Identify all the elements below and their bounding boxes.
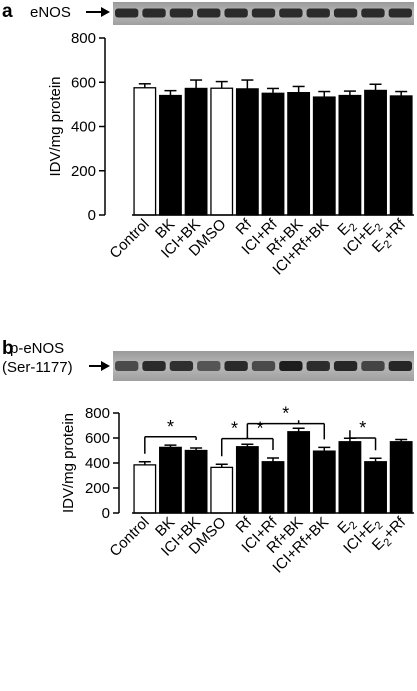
y-tick-label: 400 xyxy=(85,455,110,472)
x-tick-label: E2+Rf xyxy=(369,215,412,258)
blot-band xyxy=(115,8,139,18)
bar-ici-rf xyxy=(261,461,285,514)
bar-e2 xyxy=(338,94,362,216)
blot-band xyxy=(251,8,276,18)
blot-band xyxy=(251,361,276,371)
bar-bk xyxy=(159,94,182,216)
bar-e2 xyxy=(338,441,362,514)
blot-band xyxy=(279,8,303,18)
blot-arrow-a xyxy=(86,7,110,17)
blot-band xyxy=(142,8,166,18)
y-tick-label: 600 xyxy=(71,74,96,91)
y-axis-label-b: IDV/mg protein xyxy=(60,413,77,513)
blot-band xyxy=(197,361,221,371)
bar-ici-rf-bk xyxy=(312,96,336,216)
bar-rf-bk xyxy=(287,91,311,216)
x-tick-label: Control xyxy=(106,216,152,262)
bar-ici-rf xyxy=(261,92,285,216)
bar-ici-bk xyxy=(184,87,208,216)
panel-label-b: b xyxy=(2,338,14,359)
y-tick-label: 400 xyxy=(71,119,96,136)
blot-label-a: eNOS xyxy=(30,4,71,21)
western-blot-a xyxy=(113,2,414,25)
blot-band xyxy=(169,361,194,371)
significance-star: * xyxy=(257,419,264,439)
blot-label-b-line1: p-eNOS xyxy=(10,340,64,357)
significance-star: * xyxy=(359,418,366,438)
blot-band xyxy=(333,361,358,371)
y-tick-label: 800 xyxy=(71,30,96,47)
blot-band xyxy=(169,8,194,18)
bar-rf xyxy=(235,446,259,514)
y-axis-label-a: IDV/mg protein xyxy=(47,76,64,176)
bar-e2-rf xyxy=(389,441,413,514)
significance-star: * xyxy=(231,419,238,439)
bar-rf-bk xyxy=(287,431,311,514)
bar-dmso xyxy=(210,87,234,216)
x-tick-label: Control xyxy=(106,514,152,560)
y-tick-label: 200 xyxy=(85,480,110,497)
blot-band xyxy=(142,361,166,371)
blot-band xyxy=(224,8,248,18)
bar-ici-e2 xyxy=(364,89,387,216)
western-blot-b xyxy=(113,351,414,381)
bar-ici-e2 xyxy=(364,461,387,514)
blot-band xyxy=(361,361,385,371)
significance-star: * xyxy=(282,404,289,424)
blot-band xyxy=(115,361,139,371)
bar-dmso xyxy=(210,466,234,514)
blot-band xyxy=(333,8,358,18)
blot-arrow-b xyxy=(89,361,110,371)
blot-band xyxy=(197,8,221,18)
blot-label-b-line2: (Ser-1177) xyxy=(2,359,73,376)
bar-ici-rf-bk xyxy=(312,450,336,514)
y-tick-label: 200 xyxy=(71,163,96,180)
y-tick-label: 600 xyxy=(85,430,110,447)
bar-control xyxy=(133,87,157,216)
panel-label-a: a xyxy=(2,1,13,22)
blot-band xyxy=(306,8,330,18)
y-tick-label: 0 xyxy=(102,505,110,522)
significance-star: * xyxy=(167,417,174,437)
blot-band xyxy=(306,361,330,371)
blot-band xyxy=(388,8,412,18)
bar-ici-bk xyxy=(184,449,208,514)
bar-control xyxy=(133,464,157,514)
blot-band xyxy=(361,8,385,18)
blot-band xyxy=(388,361,412,371)
bar-rf xyxy=(235,88,259,216)
blot-band xyxy=(279,361,303,371)
x-tick-label: E2+Rf xyxy=(369,513,412,556)
y-tick-label: 800 xyxy=(85,405,110,422)
bar-bk xyxy=(159,446,182,514)
blot-band xyxy=(224,361,248,371)
y-tick-label: 0 xyxy=(88,207,96,224)
bar-e2-rf xyxy=(389,95,413,216)
